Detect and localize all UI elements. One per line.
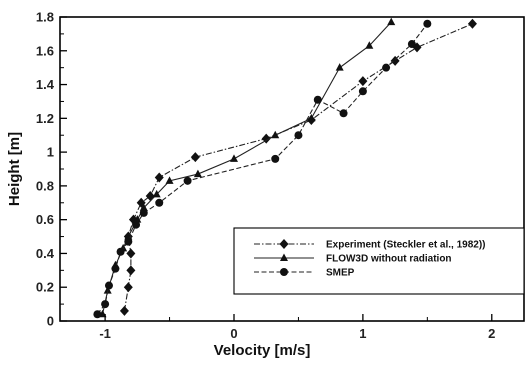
legend-label: Experiment (Steckler et al., 1982)) xyxy=(326,240,486,251)
y-tick-label: 1.4 xyxy=(36,77,55,92)
legend-entry: Experiment (Steckler et al., 1982)) xyxy=(254,239,486,251)
triangle-marker xyxy=(335,63,344,71)
y-tick-label: 1.6 xyxy=(36,43,54,58)
triangle-marker xyxy=(280,253,288,261)
x-tick-label: -1 xyxy=(99,326,111,341)
x-tick-label: 0 xyxy=(230,326,237,341)
circle-marker xyxy=(358,87,367,96)
triangle-marker xyxy=(133,215,142,223)
circle-marker xyxy=(116,247,125,256)
triangle-marker xyxy=(387,17,396,26)
y-tick-label: 1.2 xyxy=(36,111,54,126)
diamond-marker xyxy=(467,18,477,29)
triangle-marker xyxy=(365,41,374,49)
legend-entry: SMEP xyxy=(254,268,355,279)
triangle-marker xyxy=(165,176,174,184)
diamond-marker xyxy=(126,265,136,276)
diamond-marker xyxy=(119,305,129,316)
circle-marker xyxy=(101,300,110,309)
diamond-marker xyxy=(190,152,200,163)
circle-marker xyxy=(155,198,164,207)
y-tick-label: 0.4 xyxy=(36,246,55,261)
triangle-marker xyxy=(271,130,280,139)
diamond-marker xyxy=(279,239,289,249)
circle-marker xyxy=(183,176,192,185)
x-tick-label: 2 xyxy=(488,326,495,341)
triangle-marker xyxy=(307,113,316,122)
diamond-marker xyxy=(154,172,164,183)
y-tick-label: 0.2 xyxy=(36,280,54,295)
triangle-marker xyxy=(152,189,161,198)
circle-marker xyxy=(407,40,416,49)
circle-marker xyxy=(93,310,102,319)
y-tick-label: 0 xyxy=(47,314,54,329)
axes: 0 0.2 0.4 0.6 0.8 1 1.2 1.4 1.6 1.8 -1 0 1 2 xyxy=(36,10,525,341)
circle-marker xyxy=(280,268,288,276)
triangle-marker xyxy=(193,169,202,178)
legend-label: FLOW3D without radiation xyxy=(326,254,452,265)
circle-marker xyxy=(104,281,113,290)
y-tick-label: 1.8 xyxy=(36,10,54,25)
series-circle xyxy=(93,19,432,319)
diamond-marker xyxy=(123,282,133,293)
circle-marker xyxy=(339,109,348,118)
legend: Experiment (Steckler et al., 1982)) FLOW3… xyxy=(233,227,525,295)
circle-marker xyxy=(423,19,432,28)
diamond-marker xyxy=(126,248,136,259)
y-tick-label: 1 xyxy=(47,145,54,160)
triangle-marker xyxy=(230,154,238,162)
circle-marker xyxy=(271,154,280,163)
circle-marker xyxy=(313,95,322,104)
circle-marker xyxy=(111,264,120,273)
circle-marker xyxy=(124,237,133,246)
diamond-marker xyxy=(358,76,368,87)
x-tick-label: 1 xyxy=(359,326,366,341)
x-axis-title: Velocity [m/s] xyxy=(214,342,311,359)
y-tick-label: 0.6 xyxy=(36,212,54,227)
plot-area xyxy=(93,17,477,319)
series-line xyxy=(123,23,473,311)
circle-marker xyxy=(132,220,141,229)
circle-marker xyxy=(294,131,303,140)
triangle-marker xyxy=(139,203,148,211)
circle-marker xyxy=(139,208,148,217)
diamond-marker xyxy=(390,55,400,66)
y-axis-title: Height [m] xyxy=(6,132,23,206)
legend-label: SMEP xyxy=(326,268,355,279)
circle-marker xyxy=(382,63,391,72)
legend-entry: FLOW3D without radiation xyxy=(254,253,452,265)
y-tick-label: 0.8 xyxy=(36,178,54,193)
